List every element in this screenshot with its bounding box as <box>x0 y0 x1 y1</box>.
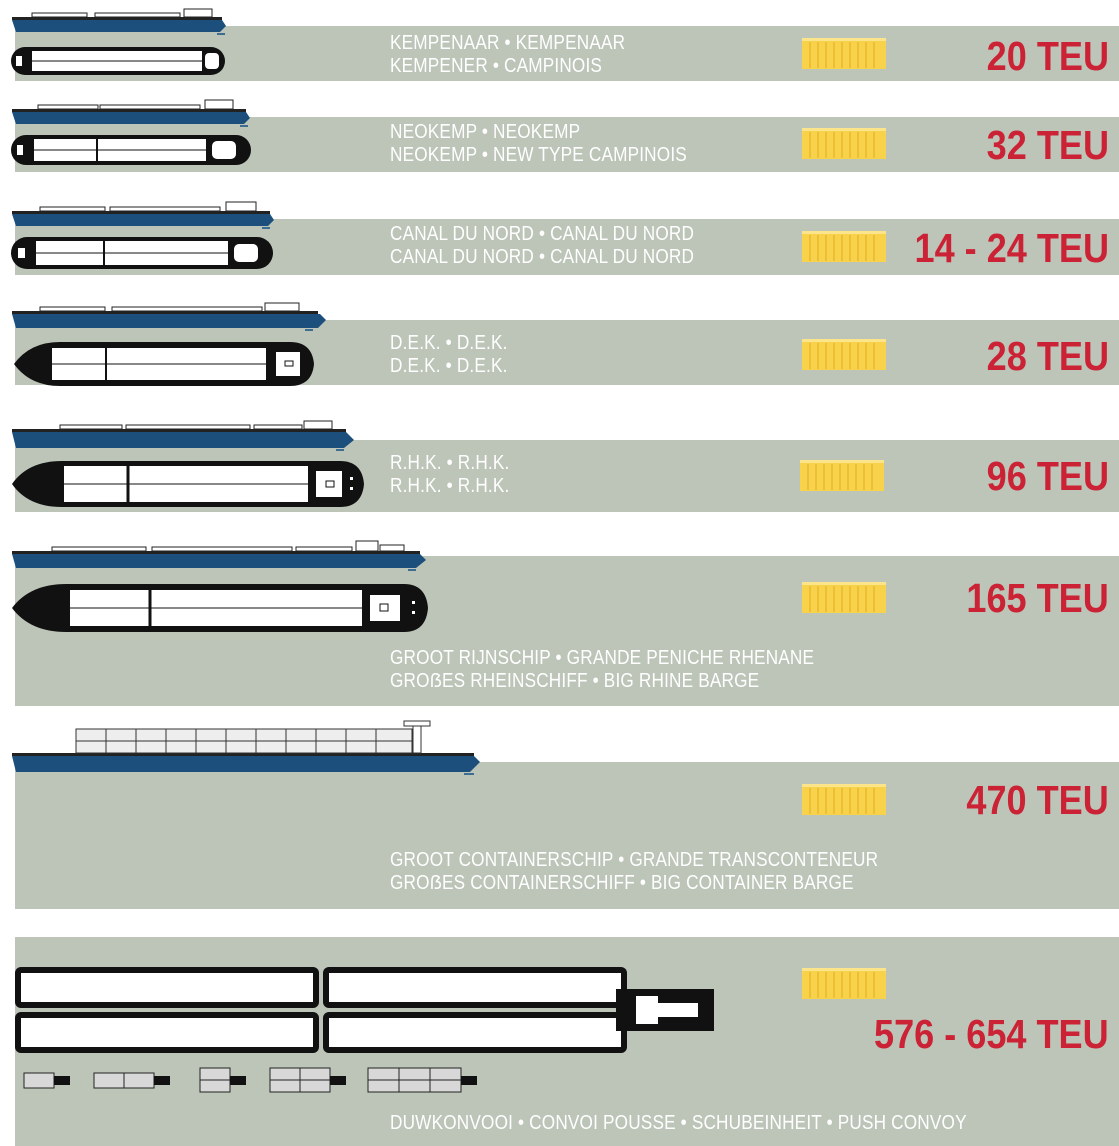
vessel-name-line: R.H.K. • R.H.K. <box>390 452 510 474</box>
vessel-names-dek: D.E.K. • D.E.K. D.E.K. • D.E.K. <box>390 332 508 378</box>
vessel-names-groot-containerschip: GROOT CONTAINERSCHIP • GRANDE TRANSCONTE… <box>390 849 878 895</box>
ship-side-view-icon <box>12 302 326 331</box>
vessel-name-line: NEOKEMP • NEOKEMP <box>390 121 581 143</box>
ship-top-view-icon <box>12 461 364 507</box>
vessel-name-line: D.E.K. • D.E.K. <box>390 332 508 354</box>
band-groot-containerschip <box>15 762 1119 909</box>
ship-top-view-icon <box>12 584 428 632</box>
capacity-label: 28 TEU <box>986 333 1109 379</box>
capacity-label: 20 TEU <box>986 33 1109 79</box>
convoy-configurations-icon <box>23 1067 477 1093</box>
vessel-names-rhk: R.H.K. • R.H.K. R.H.K. • R.H.K. <box>390 452 509 498</box>
container-icon <box>802 231 886 262</box>
vessel-name-line: KEMPENAAR • KEMPENAAR <box>390 32 626 54</box>
capacity-label: 470 TEU <box>966 777 1109 823</box>
container-icon <box>802 968 886 999</box>
vessel-name-line: CANAL DU NORD • CANAL DU NORD <box>390 223 695 245</box>
container-icon <box>802 38 886 69</box>
container-icon <box>802 784 886 815</box>
vessel-names-groot-rijnschip: GROOT RIJNSCHIP • GRANDE PENICHE RHENANE… <box>390 647 814 693</box>
vessel-name-line: CANAL DU NORD • CANAL DU NORD <box>390 246 695 268</box>
push-convoy-top-view-icon <box>15 967 714 1053</box>
vessel-name-line: GROOT CONTAINERSCHIP • GRANDE TRANSCONTE… <box>390 849 879 871</box>
vessel-name-line: NEOKEMP • NEW TYPE CAMPINOIS <box>390 144 687 166</box>
ship-side-view-icon <box>12 201 274 229</box>
ship-top-view-icon <box>11 237 273 269</box>
ship-side-view-icon <box>12 540 426 571</box>
container-icon <box>802 582 886 613</box>
vessel-name-line: GROOT RIJNSCHIP • GRANDE PENICHE RHENANE <box>390 647 815 669</box>
ship-top-view-icon <box>14 342 314 386</box>
ship-side-view-icon <box>12 420 354 451</box>
vessel-name-line: DUWKONVOOI • CONVOI POUSSE • SCHUBEINHEI… <box>390 1112 967 1134</box>
vessel-name-line: KEMPENER • CAMPINOIS <box>390 55 603 77</box>
container-icon <box>800 460 884 491</box>
capacity-label: 14 - 24 TEU <box>914 225 1109 271</box>
capacity-label: 576 - 654 TEU <box>874 1011 1109 1057</box>
capacity-label: 165 TEU <box>966 575 1109 621</box>
ship-side-view-icon <box>12 720 480 775</box>
vessel-names-duwkonvooi: DUWKONVOOI • CONVOI POUSSE • SCHUBEINHEI… <box>390 1112 967 1135</box>
vessel-names-kempenaar: KEMPENAAR • KEMPENAAR KEMPENER • CAMPINO… <box>390 32 625 78</box>
vessel-name-line: GROẞES CONTAINERSCHIFF • BIG CONTAINER B… <box>390 872 854 894</box>
capacity-label: 96 TEU <box>986 453 1109 499</box>
vessel-names-neokemp: NEOKEMP • NEOKEMP NEOKEMP • NEW TYPE CAM… <box>390 121 687 167</box>
ship-top-view-icon <box>11 135 251 165</box>
ship-top-view-icon <box>11 47 225 75</box>
container-icon <box>802 128 886 159</box>
vessel-name-line: D.E.K. • D.E.K. <box>390 355 508 377</box>
capacity-label: 32 TEU <box>986 122 1109 168</box>
vessel-name-line: GROẞES RHEINSCHIFF • BIG RHINE BARGE <box>390 670 760 692</box>
vessel-name-line: R.H.K. • R.H.K. <box>390 475 510 497</box>
vessel-names-canal-du-nord: CANAL DU NORD • CANAL DU NORD CANAL DU N… <box>390 223 694 269</box>
container-icon <box>802 339 886 370</box>
ship-side-view-icon <box>12 8 226 35</box>
ship-side-view-icon <box>12 99 250 127</box>
